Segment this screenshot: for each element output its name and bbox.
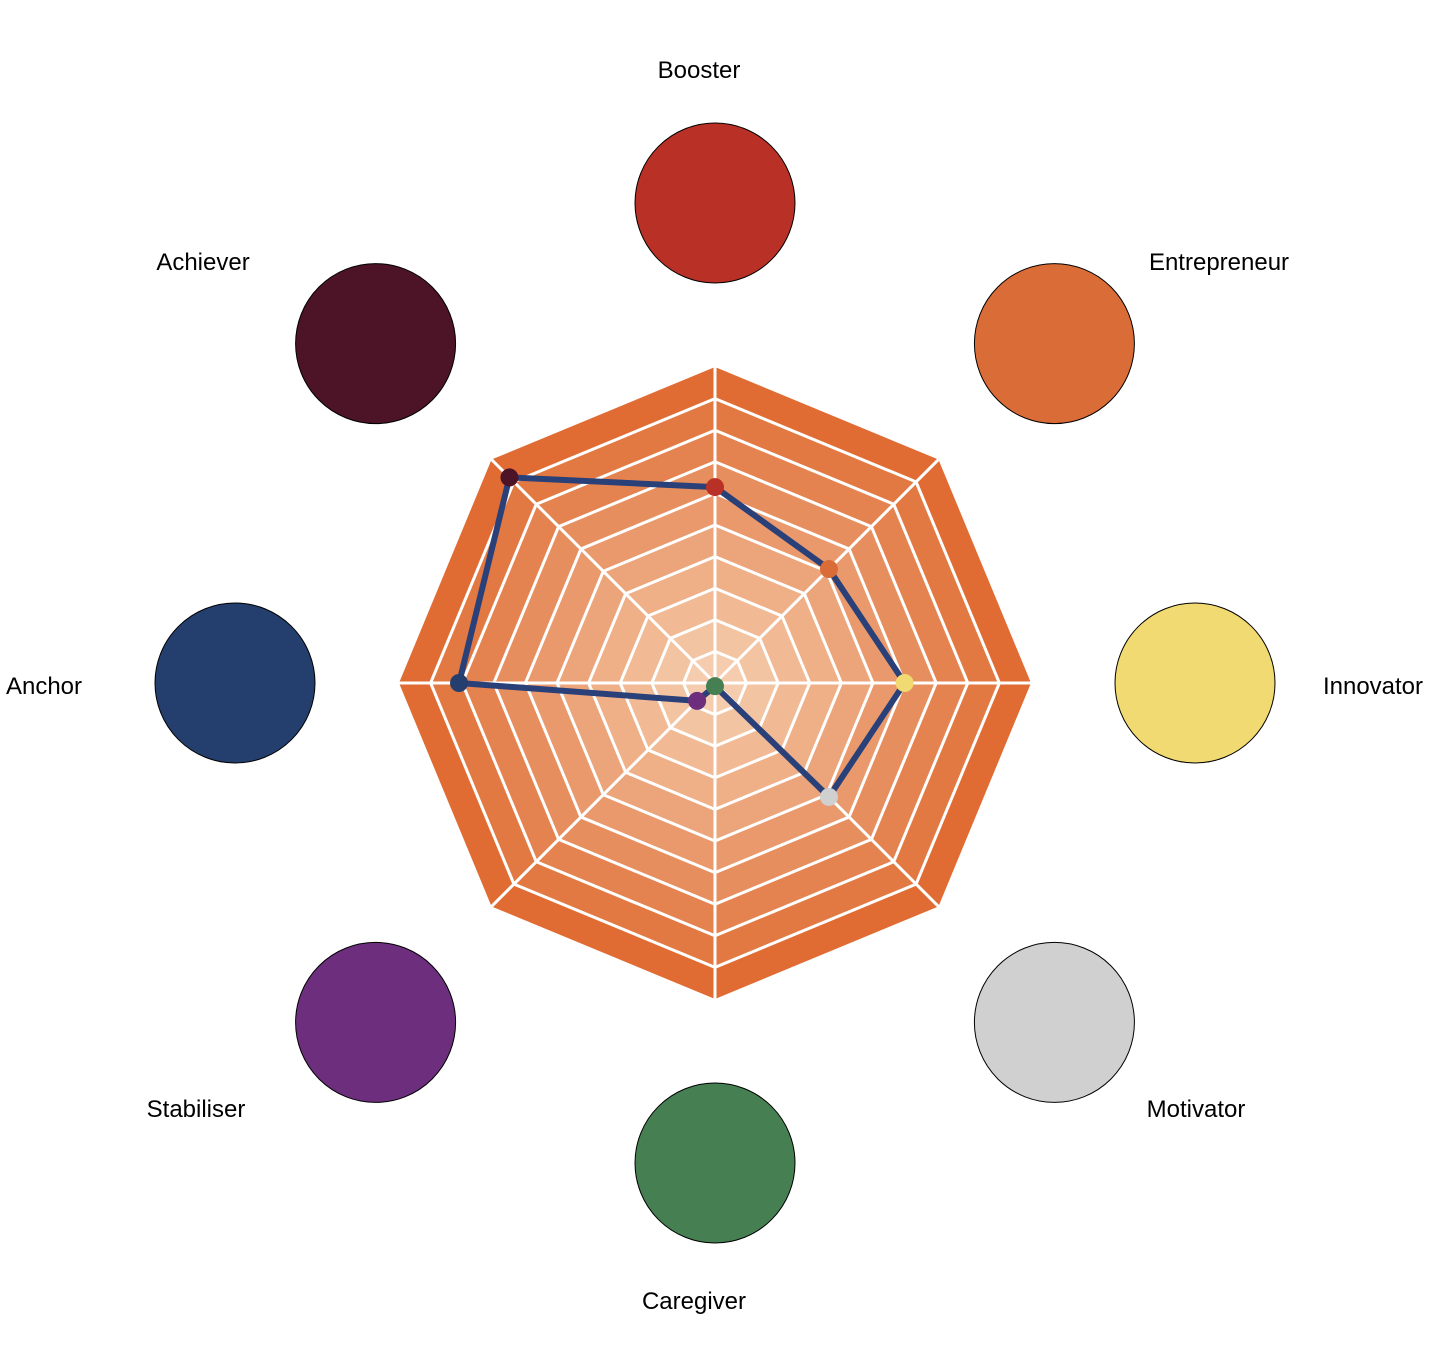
label-booster: Booster [658, 57, 741, 84]
label-entrepreneur: Entrepreneur [1149, 249, 1289, 276]
label-achiever: Achiever [156, 249, 249, 276]
badge-entrepreneur [973, 263, 1135, 425]
data-point-innovator[interactable] [895, 674, 914, 692]
radar-spoke [490, 458, 717, 685]
label-motivator: Motivator [1147, 1096, 1246, 1123]
label-caregiver: Caregiver [642, 1288, 746, 1315]
radar-series [450, 468, 914, 806]
data-point-motivator[interactable] [819, 787, 838, 806]
badge-anchor [154, 602, 316, 764]
badge-caregiver [634, 1082, 796, 1244]
radar-spoke [490, 681, 717, 908]
badge-motivator [973, 941, 1135, 1103]
badge-stabiliser [295, 941, 457, 1103]
data-point-caregiver[interactable] [706, 677, 724, 696]
label-stabiliser: Stabiliser [147, 1096, 246, 1123]
badge-booster [634, 122, 796, 284]
data-point-achiever[interactable] [500, 468, 519, 487]
label-innovator: Innovator [1323, 673, 1423, 700]
badge-innovator [1114, 602, 1276, 764]
data-point-stabiliser[interactable] [688, 691, 707, 710]
data-point-entrepreneur[interactable] [819, 560, 838, 579]
category-labels: Booster Entrepreneur Innovator Motivator Car… [6, 57, 1423, 1315]
data-point-booster[interactable] [706, 478, 724, 497]
badge-achiever [295, 263, 457, 425]
data-point-anchor[interactable] [450, 674, 469, 692]
category-badges [154, 122, 1276, 1244]
label-anchor: Anchor [6, 673, 82, 700]
